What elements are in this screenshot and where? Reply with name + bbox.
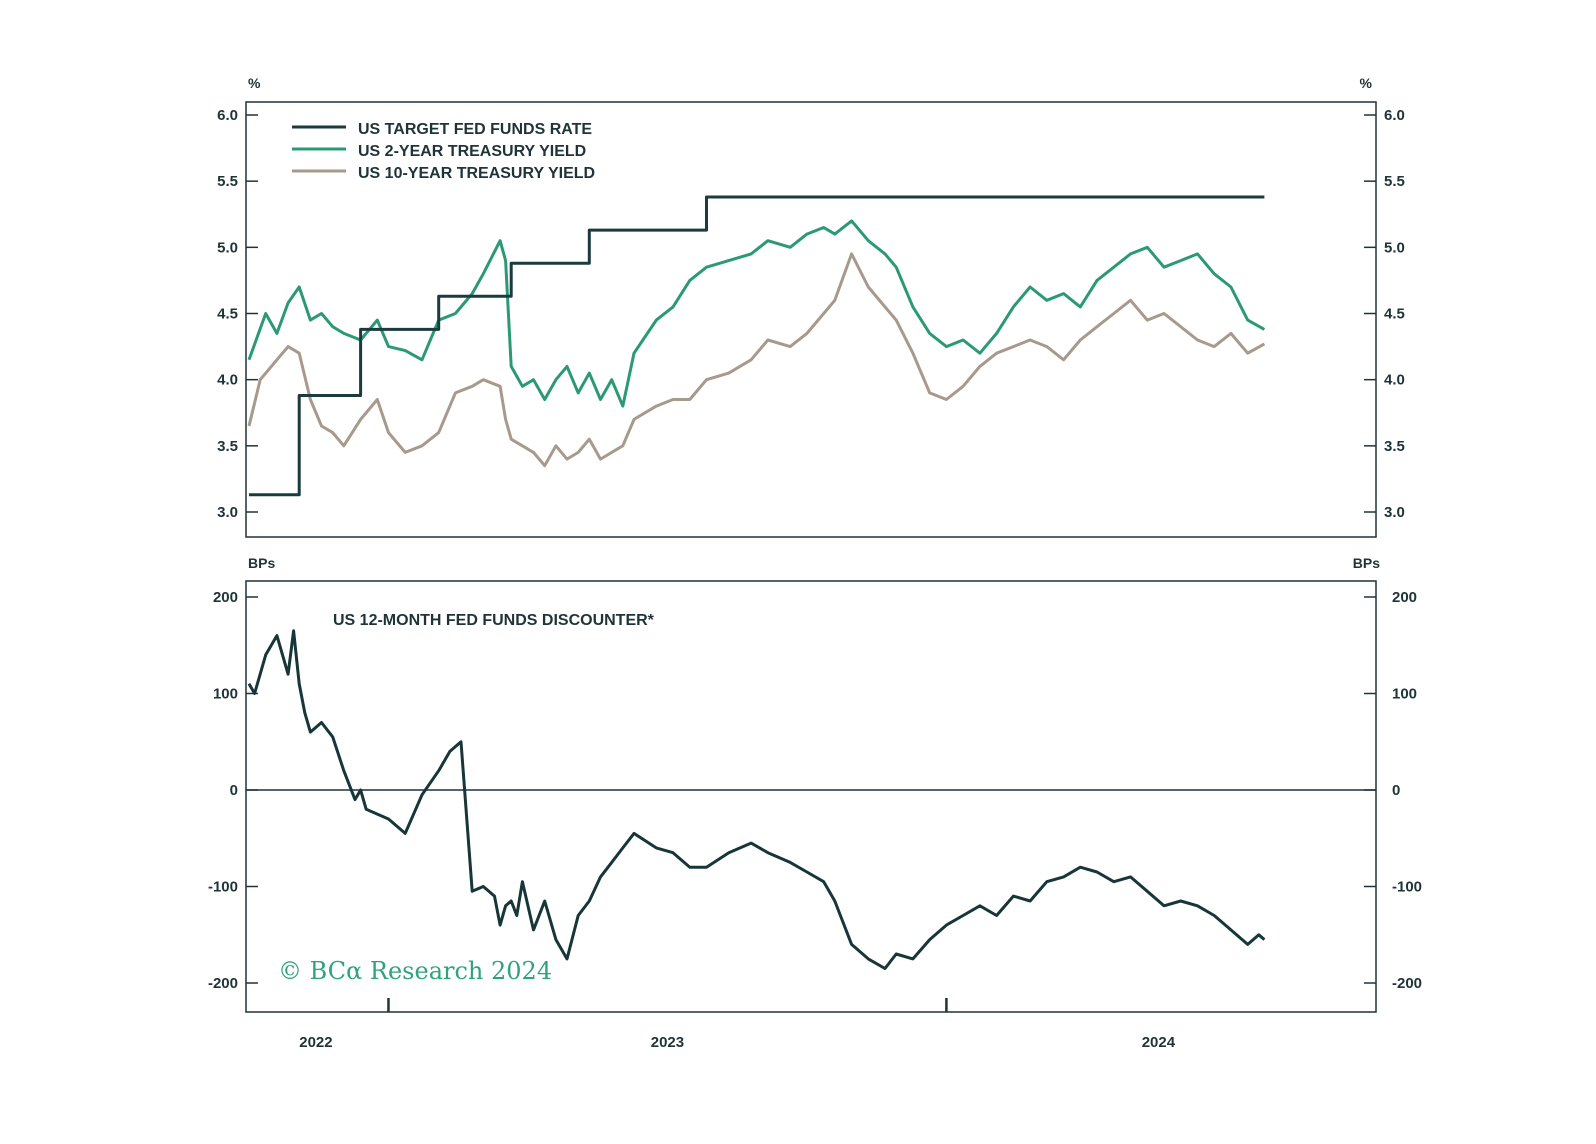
bottom-left-tick-label: 200 — [213, 589, 238, 606]
legend-label-two-year: US 2-YEAR TREASURY YIELD — [358, 143, 586, 160]
bottom-unit-right: BPs — [1353, 555, 1380, 571]
x-tick-label: 2023 — [651, 1034, 684, 1051]
bottom-right-tick-label: 200 — [1392, 589, 1417, 606]
x-tick-label: 2022 — [299, 1034, 332, 1051]
series-line-ten-year — [247, 252, 1266, 468]
bottom-unit-left: BPs — [248, 555, 275, 571]
bottom-series-lines — [247, 629, 1266, 970]
bottom-right-tick-label: -200 — [1392, 975, 1422, 992]
bottom-right-tick-label: -100 — [1392, 879, 1422, 896]
bottom-left-tick-label: -200 — [208, 975, 238, 992]
top-unit-left: % — [248, 75, 261, 91]
top-left-tick-label: 5.5 — [217, 173, 238, 190]
top-series-lines — [247, 195, 1266, 497]
series-line-two-year — [247, 219, 1266, 408]
top-left-tick-label: 6.0 — [217, 107, 238, 124]
top-left-tick-label: 3.5 — [217, 438, 238, 455]
top-axis-ticks: 3.0 3.0 3.5 3.5 4.0 4.0 4.5 4.5 5.0 5.0 5.5 5.5 6.0 6… — [217, 107, 1405, 521]
series-line-discounter — [247, 629, 1266, 970]
top-panel-frame — [245, 101, 1377, 538]
top-right-tick-label: 3.0 — [1384, 504, 1405, 521]
discounter-title: US 12-MONTH FED FUNDS DISCOUNTER* — [333, 612, 655, 629]
copyright-text: © BCα Research 2024 — [278, 957, 552, 985]
top-left-tick-label: 4.0 — [217, 372, 238, 389]
bottom-right-tick-label: 100 — [1392, 686, 1417, 703]
bottom-axis-ticks: -200 -200 -100 -100 0 0 100 100 200 200 — [208, 589, 1422, 992]
top-right-tick-label: 5.0 — [1384, 239, 1405, 256]
top-panel: % % 3.0 3.0 3.5 3.5 4.0 4.0 4.5 4.5 5.0 5.0 5.5 5.5… — [217, 75, 1405, 538]
top-right-tick-label: 5.5 — [1384, 173, 1405, 190]
top-right-tick-label: 6.0 — [1384, 107, 1405, 124]
top-right-tick-label: 3.5 — [1384, 438, 1405, 455]
bottom-panel: BPs BPs -200 -200 -100 -100 0 0 100 100 200 200 U… — [208, 555, 1422, 1051]
top-left-tick-label: 4.5 — [217, 306, 238, 323]
bottom-left-tick-label: 0 — [230, 782, 238, 799]
bottom-panel-frame — [245, 580, 1377, 1013]
series-line-fed-funds — [249, 195, 1265, 497]
top-left-tick-label: 3.0 — [217, 504, 238, 521]
top-right-tick-label: 4.5 — [1384, 306, 1405, 323]
top-unit-right: % — [1360, 75, 1373, 91]
top-left-tick-label: 5.0 — [217, 239, 238, 256]
x-axis-ticks: 2022 2023 2024 — [299, 998, 1176, 1051]
legend-label-ten-year: US 10-YEAR TREASURY YIELD — [358, 165, 595, 182]
bottom-left-tick-label: -100 — [208, 879, 238, 896]
x-tick-label: 2024 — [1142, 1034, 1176, 1051]
bottom-left-tick-label: 100 — [213, 686, 238, 703]
legend-label-fed-funds: US TARGET FED FUNDS RATE — [358, 121, 592, 138]
top-right-tick-label: 4.0 — [1384, 372, 1405, 389]
bottom-right-tick-label: 0 — [1392, 782, 1400, 799]
top-legend: US TARGET FED FUNDS RATE US 2-YEAR TREAS… — [292, 121, 595, 182]
